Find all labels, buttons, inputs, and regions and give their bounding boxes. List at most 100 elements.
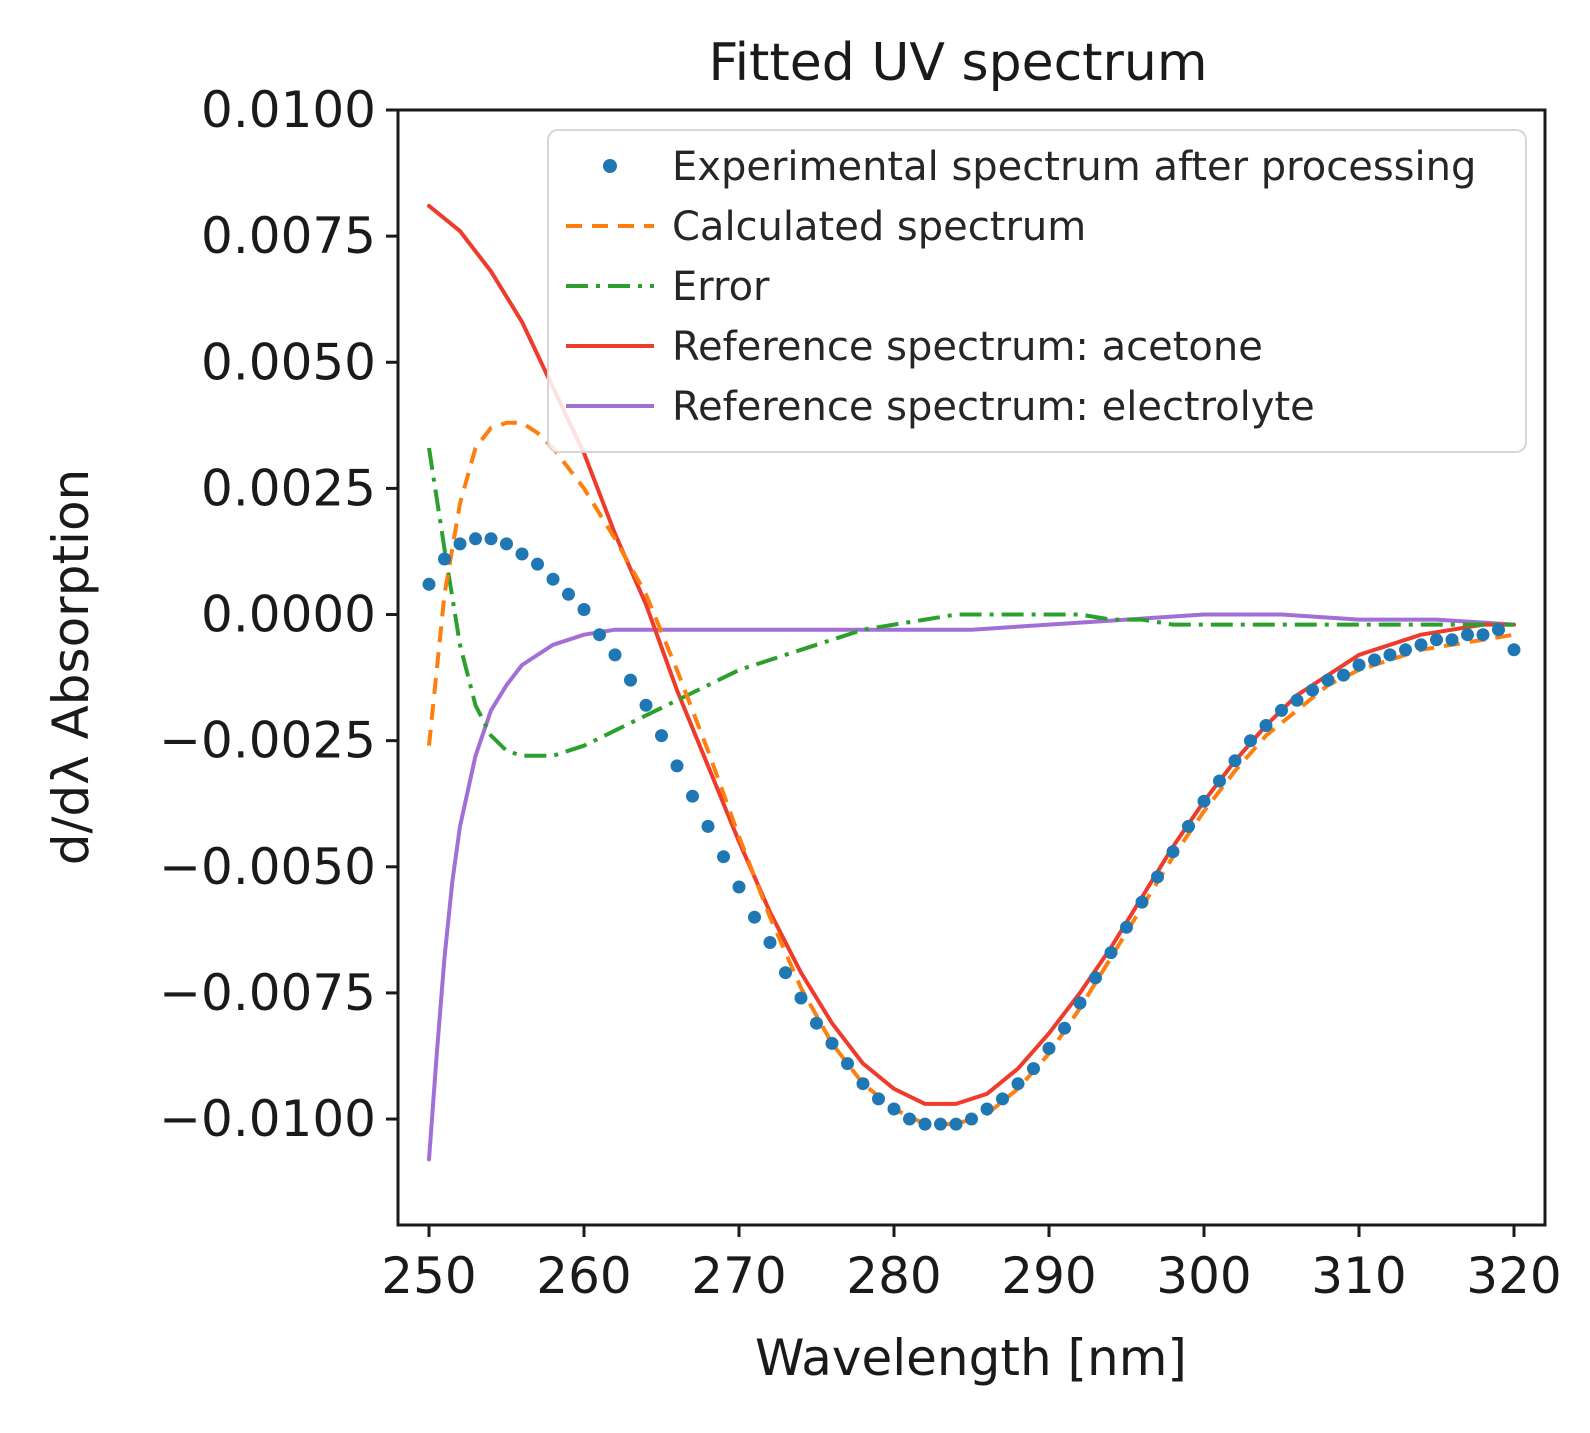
data-point — [655, 729, 668, 743]
x-tick-label: 290 — [1001, 1247, 1096, 1305]
y-tick-label: −0.0075 — [159, 964, 376, 1022]
data-point — [670, 759, 684, 773]
x-tick-label: 260 — [536, 1247, 631, 1305]
data-point — [1228, 754, 1242, 768]
legend-label: Reference spectrum: acetone — [672, 324, 1263, 370]
data-point — [1042, 1041, 1056, 1055]
y-tick-label: 0.0075 — [201, 207, 376, 265]
x-tick-label: 320 — [1466, 1247, 1561, 1305]
data-point — [1321, 673, 1335, 687]
data-point — [1104, 946, 1118, 960]
legend-label: Reference spectrum: electrolyte — [672, 384, 1315, 430]
series-experimental — [422, 532, 1521, 1131]
data-point — [779, 966, 792, 980]
x-tick-label: 270 — [691, 1247, 786, 1305]
data-point — [1290, 693, 1304, 707]
x-tick-label: 250 — [381, 1247, 476, 1305]
data-point — [1166, 845, 1180, 859]
data-point — [763, 936, 777, 949]
data-point — [980, 1102, 994, 1116]
data-point — [1337, 668, 1350, 682]
data-point — [794, 991, 808, 1005]
data-point — [1507, 643, 1521, 657]
data-point — [1383, 648, 1397, 662]
data-point — [422, 577, 436, 591]
series-line-4 — [427, 203, 1516, 1106]
series-line-2 — [427, 420, 1515, 1127]
data-point — [1011, 1077, 1025, 1091]
y-tick-label: 0.0100 — [201, 81, 376, 139]
data-point — [1120, 920, 1133, 934]
y-tick-label: −0.0025 — [159, 712, 376, 770]
data-point — [1089, 971, 1102, 985]
x-axis-label: Wavelength [nm] — [755, 1329, 1187, 1387]
x-tick-label: 310 — [1311, 1247, 1406, 1305]
data-point — [500, 537, 513, 551]
data-point — [825, 1036, 839, 1050]
y-tick-label: 0.0000 — [201, 586, 376, 644]
data-point — [686, 789, 699, 803]
legend-item: Reference spectrum: electrolyte — [566, 384, 1315, 430]
data-point — [593, 628, 606, 642]
data-point — [1476, 628, 1490, 642]
data-point — [903, 1112, 916, 1126]
data-point — [639, 698, 653, 712]
x-axis: 250 260 270 280 290 300 310 320 — [381, 1225, 1562, 1305]
data-point — [1445, 633, 1459, 647]
data-point — [810, 1016, 823, 1030]
legend-item: Error — [566, 264, 770, 310]
legend-label: Experimental spectrum after processing — [672, 144, 1476, 190]
data-point — [1306, 683, 1319, 697]
data-point — [453, 537, 467, 551]
data-point — [1182, 819, 1195, 833]
y-tick-label: −0.0100 — [159, 1090, 376, 1148]
data-point — [732, 880, 746, 894]
data-point — [1368, 653, 1381, 667]
data-point — [577, 603, 591, 616]
data-point — [469, 532, 482, 546]
data-point — [841, 1057, 854, 1071]
data-point — [624, 673, 637, 687]
data-point — [546, 572, 560, 586]
y-axis: 0.0100 0.0075 0.0050 0.0025 0.0000 −0.0025 −0.… — [159, 81, 398, 1148]
data-point — [1135, 895, 1149, 909]
y-axis-label: d/dλ Absorption — [42, 469, 100, 865]
legend-item: Experimental spectrum after processing — [603, 144, 1476, 190]
data-point — [1399, 643, 1412, 657]
data-point — [562, 587, 575, 601]
data-point — [965, 1112, 978, 1126]
data-point — [996, 1092, 1009, 1106]
data-point — [531, 557, 544, 571]
data-point — [1492, 623, 1505, 637]
legend-item: Calculated spectrum — [566, 204, 1086, 250]
data-point — [1197, 794, 1211, 808]
x-tick-label: 280 — [846, 1247, 941, 1305]
data-point — [1073, 996, 1087, 1010]
data-point — [1461, 628, 1474, 642]
data-point — [1352, 658, 1366, 672]
series-line-3 — [427, 447, 1514, 758]
data-point — [484, 532, 498, 546]
plot-frame — [396, 108, 1547, 1227]
series-line-5 — [427, 612, 1516, 1162]
data-point — [1213, 774, 1226, 788]
y-tick-label: 0.0025 — [201, 459, 376, 517]
data-point — [438, 552, 451, 566]
y-tick-label: −0.0050 — [159, 838, 376, 896]
data-point — [887, 1102, 901, 1116]
plot-series — [422, 203, 1521, 1162]
data-point — [608, 648, 622, 662]
y-tick-label: 0.0050 — [201, 333, 376, 391]
data-point — [918, 1117, 932, 1131]
data-point — [934, 1117, 947, 1131]
x-tick-label: 300 — [1156, 1247, 1251, 1305]
legend-label: Error — [672, 264, 770, 310]
data-point — [717, 850, 730, 864]
data-point — [1244, 734, 1257, 748]
data-point — [748, 910, 761, 924]
legend-marker — [603, 159, 617, 173]
data-point — [856, 1077, 870, 1091]
data-point — [1275, 703, 1288, 717]
legend: Experimental spectrum after processing Ca… — [547, 129, 1527, 453]
